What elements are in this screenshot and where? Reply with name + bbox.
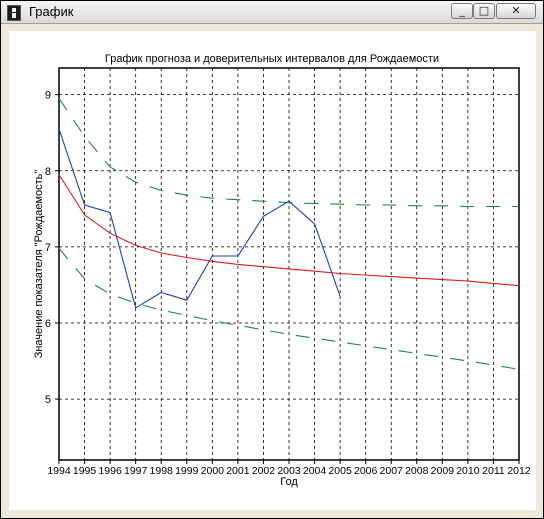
x-tick-label: 2008 <box>405 465 429 477</box>
y-axis-label: Значение показателя "Рождаемость" <box>33 170 45 359</box>
series-forecast-line <box>58 174 520 287</box>
close-icon: ✕ <box>511 4 521 17</box>
y-axis-ticks: 5 6 7 8 9 <box>45 90 59 406</box>
x-tick-label: 2005 <box>328 465 352 477</box>
window-title: График <box>29 4 74 19</box>
y-tick-label: 9 <box>45 90 51 102</box>
x-axis-label: Год <box>280 476 298 488</box>
x-tick-label: 2012 <box>507 465 531 477</box>
x-tick-label: 2004 <box>303 465 327 477</box>
y-tick-label: 5 <box>45 394 51 406</box>
x-tick-label: 1994 <box>47 465 71 477</box>
series-group <box>58 98 520 370</box>
chart-area: График прогноза и доверительных интервал… <box>9 31 536 510</box>
forecast-chart: График прогноза и доверительных интервал… <box>33 53 531 488</box>
maximize-icon: □ <box>478 4 490 17</box>
x-tick-label: 1995 <box>73 465 97 477</box>
y-tick-label: 8 <box>45 166 51 178</box>
series-upper-bound-line <box>58 98 519 208</box>
grid-lines <box>59 68 519 460</box>
app-icon[interactable] <box>7 5 21 21</box>
chart-title: График прогноза и доверительных интервал… <box>105 53 439 65</box>
x-tick-label: 1997 <box>124 465 148 477</box>
y-tick-label: 7 <box>45 242 51 254</box>
x-tick-label: 1998 <box>150 465 174 477</box>
x-tick-label: 2009 <box>431 465 455 477</box>
x-tick-label: 2006 <box>354 465 378 477</box>
x-tick-label: 2011 <box>482 465 505 477</box>
x-tick-label: 2001 <box>226 465 250 477</box>
x-tick-label: 2002 <box>252 465 276 477</box>
maximize-button[interactable]: □ <box>473 3 495 19</box>
x-tick-label: 1996 <box>98 465 122 477</box>
x-axis-ticks: 1994 1995 1996 1997 1998 1999 2000 2001 2002 2003… <box>47 460 531 477</box>
x-tick-label: 2007 <box>380 465 404 477</box>
minimize-icon: _ <box>459 4 465 17</box>
close-button[interactable]: ✕ <box>496 3 536 19</box>
title-bar[interactable]: График _ □ ✕ <box>1 1 543 24</box>
x-tick-label: 2000 <box>201 465 225 477</box>
minimize-button[interactable]: _ <box>451 3 473 19</box>
x-tick-label: 2003 <box>277 465 301 477</box>
series-actual-line <box>58 128 341 309</box>
x-tick-label: 1999 <box>175 465 199 477</box>
y-tick-label: 6 <box>45 318 51 330</box>
plot-frame <box>58 67 520 461</box>
x-tick-label: 2010 <box>456 465 480 477</box>
